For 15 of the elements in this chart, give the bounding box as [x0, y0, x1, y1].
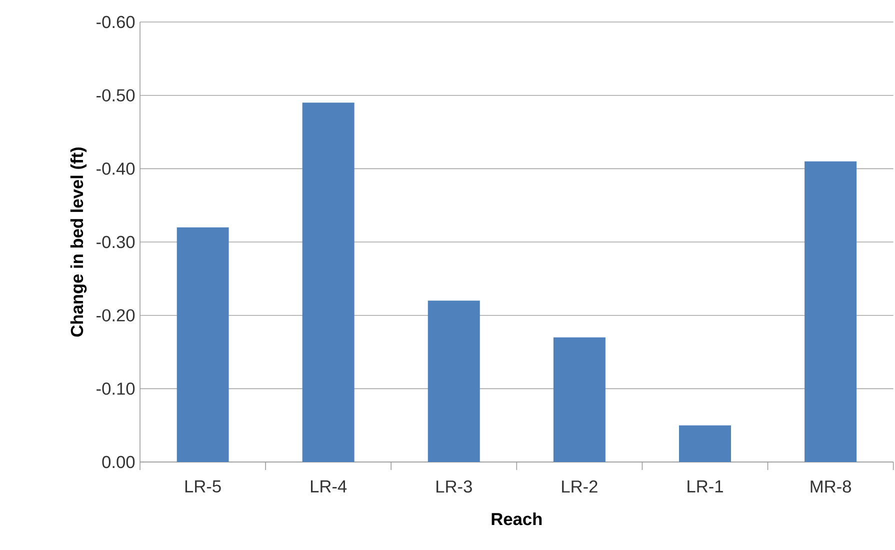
y-tick-label: -0.50: [96, 89, 135, 102]
x-tick-label: LR-1: [688, 480, 723, 492]
y-tick-label: -0.30: [96, 236, 135, 248]
x-tick-label: LR-5: [185, 480, 221, 492]
y-tick-label: -0.20: [96, 309, 135, 322]
y-tick-label: -0.10: [96, 382, 135, 395]
x-tick-label: LR-3: [436, 480, 472, 493]
x-tick-label: LR-2: [562, 480, 598, 493]
y-tick-label: -0.40: [96, 162, 135, 175]
y-axis-title: Change in bed level (ft): [70, 148, 87, 337]
x-tick-label: MR-8: [810, 480, 851, 493]
y-tick-label: 0.00: [102, 456, 135, 468]
y-tick-label: -0.60: [96, 16, 135, 28]
x-tick-label: LR-4: [310, 480, 347, 492]
x-axis-title: Reach: [492, 512, 542, 526]
